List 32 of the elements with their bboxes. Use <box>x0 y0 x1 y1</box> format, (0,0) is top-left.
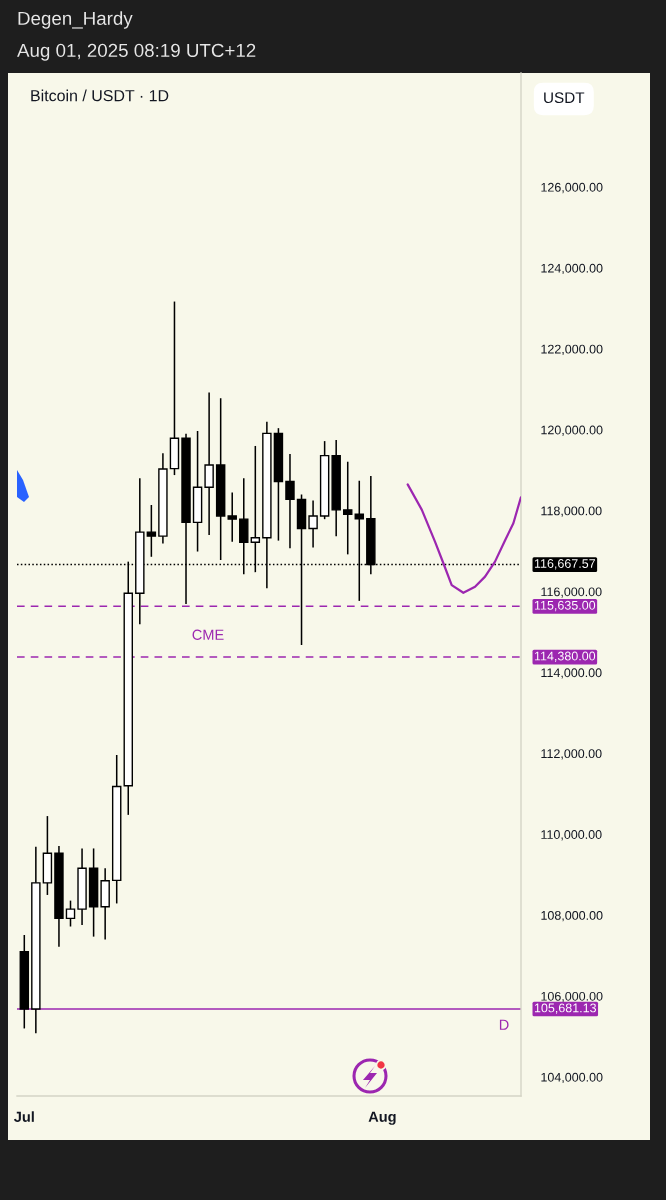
y-tick-label: 108,000.00 <box>541 910 603 922</box>
ref-line-label: 114,380.00 <box>534 651 596 662</box>
y-tick-label: 104,000.00 <box>541 1072 603 1084</box>
ref-line-label: 116,667.57 <box>534 559 596 570</box>
candlestick <box>308 499 318 549</box>
x-tick-label: Aug <box>368 1111 396 1125</box>
text: Degen_Hardy <box>18 11 133 29</box>
x-tick-label: Jul <box>13 1111 34 1122</box>
candlestick <box>285 453 295 550</box>
y-tick-label: 124,000.00 <box>541 263 603 275</box>
candlestick <box>65 899 76 928</box>
y-tick-label: 112,000.00 <box>541 749 602 760</box>
candlestick <box>146 504 157 558</box>
y-axis-title: USDT <box>544 92 585 104</box>
y-tick-label: 118,000.00 <box>541 506 602 517</box>
candlestick <box>227 491 237 543</box>
text: Bitcoin / USDT · 1D <box>31 89 169 102</box>
annotation: D <box>499 1019 509 1030</box>
candlestick <box>342 460 353 556</box>
line-series <box>406 483 521 594</box>
y-tick-label: 122,000.00 <box>541 344 603 355</box>
candlestick <box>204 391 214 536</box>
text: Aug 01, 2025 08:19 UTC+12 <box>17 43 256 61</box>
annotation: CME <box>192 629 224 640</box>
y-tick-label: 114,000.00 <box>541 668 602 679</box>
y-tick-label: 116,000.00 <box>541 587 602 598</box>
ref-line-label: 115,635.00 <box>534 600 596 612</box>
y-tick-label: 120,000.00 <box>541 425 603 436</box>
y-tick-label: 110,000.00 <box>541 830 602 841</box>
y-tick-label: 106,000.00 <box>541 991 603 1003</box>
ref-line-label: 105,681.13 <box>534 1003 597 1014</box>
y-tick-label: 126,000.00 <box>541 182 603 194</box>
